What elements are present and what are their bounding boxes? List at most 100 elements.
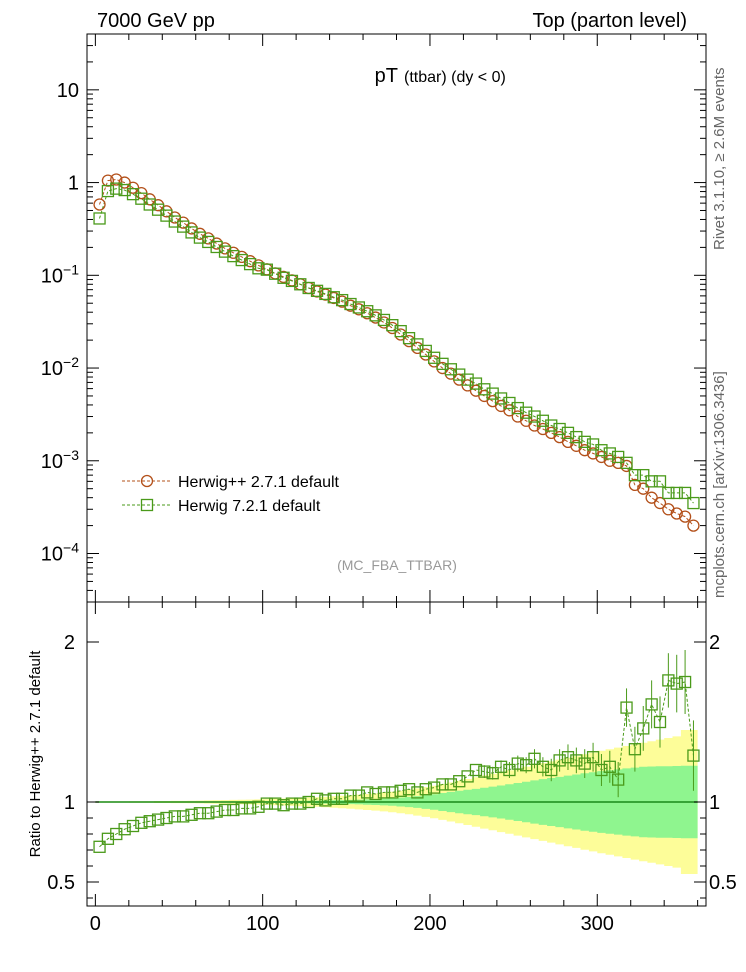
ratio-point-56 [561,751,575,764]
rivet-label: Rivet 3.1.10, ≥ 2.6M events [711,68,728,251]
ratio-point-7 [151,813,165,826]
ratio-point-41 [436,778,449,791]
ratio-point-42 [444,778,458,791]
ratio-point-2 [110,827,123,841]
ratio-y-tick-labels: 0.5 0.5 1 1 2 2 [47,632,737,894]
ratio-point-63 [620,701,633,714]
main-ticks [87,33,706,603]
ratio-point-65 [637,722,650,735]
ratio-point-50 [511,757,524,770]
ratio-point-27 [319,794,332,807]
main-y-tick-labels: 10 1 10−1 10−2 10−3 10−4 [41,80,79,566]
main-point-s1-33 [369,309,382,322]
ratio-point-29 [335,792,349,805]
ratio-point-18 [243,802,257,815]
ratio-point-15 [218,803,232,817]
ratio-point-1 [101,832,115,845]
legend-marker-herwigpp [140,474,154,488]
ratio-point-33 [369,787,382,801]
main-point-s1-32 [361,305,374,318]
main-point-s1-30 [344,297,357,311]
ratio-point-8 [160,811,173,825]
ratio-point-47 [486,767,499,780]
main-point-s1-44 [461,373,474,386]
ratio-point-31 [352,789,366,802]
main-point-s1-37 [402,332,416,345]
main-ytick-label-5: 10−4 [41,540,79,566]
ratio-point-14 [210,805,223,818]
ratio-point-25 [302,795,315,809]
ratio-ytick-label-right-1: 1 [709,792,720,814]
main-point-s1-12 [193,231,207,244]
main-point-s1-18 [243,257,257,271]
main-point-s1-66 [645,475,658,488]
ratio-point-13 [202,807,215,820]
ratio-point-51 [520,759,533,772]
main-point-s1-71 [687,496,700,510]
series-line-0 [99,178,694,526]
main-point-s0-55 [553,430,566,444]
main-point-s1-22 [277,271,290,284]
legend: Herwig++ 2.7.1 default Herwig 7.2.1 defa… [122,474,340,515]
main-point-s1-69 [670,486,683,500]
main-point-s1-68 [662,486,675,500]
ratio-point-40 [427,781,441,794]
header-right: Top (parton level) [532,10,687,32]
ratio-marks [93,650,700,853]
ratio-panel: 0.5 0.5 1 1 2 2 0 100 200 300 Ratio to Herwig++ … [27,601,737,935]
main-point-s0-71 [687,519,700,532]
ratio-point-34 [377,786,391,799]
ratio-ylabel: Ratio to Herwig++ 2.7.1 default [27,650,44,858]
ratio-point-6 [143,815,156,828]
main-point-s1-46 [478,383,491,396]
main-point-s1-25 [302,281,315,295]
ratio-point-48 [494,760,508,773]
main-point-s1-4 [126,188,140,201]
x-tick-label-2: 200 [413,913,446,935]
main-point-s0-53 [536,422,550,436]
main-point-s1-24 [294,278,307,291]
main-point-s0-69 [670,507,683,520]
header-left: 7000 GeV pp [97,10,215,32]
ratio-point-10 [177,810,190,823]
main-ytick-label-1: 1 [68,173,79,195]
main-point-s1-48 [494,392,508,405]
ratio-point-5 [135,816,148,829]
main-point-s1-67 [653,475,667,488]
main-point-s1-3 [118,183,131,197]
main-point-s0-66 [645,491,658,504]
main-point-s1-2 [110,182,123,195]
ratio-point-35 [386,786,399,799]
ratio-point-55 [553,754,566,767]
main-point-s1-27 [319,287,332,301]
main-point-s1-47 [486,387,499,400]
ratio-point-0 [93,840,106,853]
ratio-point-70 [678,675,692,689]
main-point-s1-16 [227,249,240,263]
ratio-point-43 [453,775,466,788]
x-tick-label-3: 300 [581,913,614,935]
x-tick-labels: 0 100 200 300 [90,913,614,935]
main-point-s1-28 [327,291,340,304]
ratio-point-49 [503,763,516,777]
ratio-ticks [87,602,706,906]
ratio-point-3 [118,823,131,836]
ratio-ytick-label-left-0: 0.5 [47,872,75,894]
mcplots-label: mcplots.cern.ch [arXiv:1306.3436] [711,371,728,598]
ratio-point-11 [185,808,198,821]
ratio-point-21 [269,797,282,810]
ratio-point-30 [344,789,357,802]
watermark: (MC_FBA_TTBAR) [337,557,457,573]
main-point-s1-53 [536,414,550,427]
main-point-s1-54 [545,419,558,432]
main-point-s0-49 [503,404,516,417]
ratio-point-45 [469,763,483,777]
main-point-s1-20 [260,263,273,276]
ratio-point-9 [168,810,181,823]
main-point-s1-23 [285,274,299,288]
series-line-1 [99,188,694,504]
x-tick-label-1: 100 [246,913,279,935]
ratio-point-57 [570,754,583,767]
main-point-s0-65 [637,482,650,495]
